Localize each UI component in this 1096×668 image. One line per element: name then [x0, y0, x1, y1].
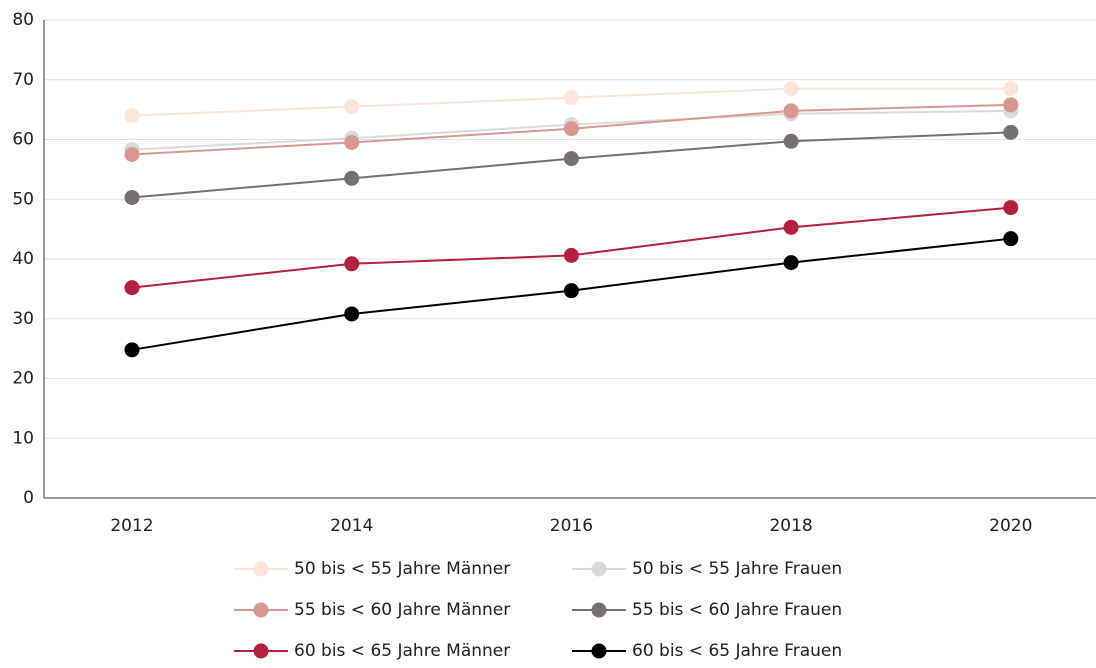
legend-label: 60 bis < 65 Jahre Männer [294, 641, 510, 661]
x-tick-label: 2020 [989, 516, 1032, 536]
data-point [783, 133, 799, 149]
legend-label: 60 bis < 65 Jahre Frauen [632, 641, 842, 661]
data-point [783, 103, 799, 119]
legend-marker [253, 602, 269, 618]
legend-marker [591, 643, 607, 659]
data-point [124, 189, 140, 205]
legend-label: 50 bis < 55 Jahre Frauen [632, 559, 842, 579]
data-point [344, 256, 360, 272]
legend-marker [253, 561, 269, 577]
legend-marker [253, 643, 269, 659]
data-point [563, 283, 579, 299]
data-point [563, 247, 579, 263]
y-tick-label: 80 [12, 10, 34, 30]
data-point [124, 280, 140, 296]
y-tick-label: 60 [12, 130, 34, 150]
data-point [124, 342, 140, 358]
y-tick-label: 10 [12, 428, 34, 448]
data-point [1003, 200, 1019, 216]
data-point [1003, 81, 1019, 97]
data-point [124, 146, 140, 162]
data-point [563, 121, 579, 137]
data-point [344, 306, 360, 322]
legend-marker [591, 602, 607, 618]
data-point [344, 134, 360, 150]
data-point [344, 170, 360, 186]
legend-marker [591, 561, 607, 577]
data-point [783, 255, 799, 271]
data-point [1003, 97, 1019, 113]
legend-label: 55 bis < 60 Jahre Männer [294, 600, 510, 620]
y-tick-label: 40 [12, 249, 34, 269]
data-point [1003, 231, 1019, 247]
data-point [783, 81, 799, 97]
data-point [1003, 124, 1019, 140]
x-tick-label: 2012 [110, 516, 153, 536]
y-tick-label: 0 [23, 488, 34, 508]
legend-label: 55 bis < 60 Jahre Frauen [632, 600, 842, 620]
data-point [563, 90, 579, 106]
x-tick-label: 2016 [550, 516, 593, 536]
data-point [783, 219, 799, 235]
y-tick-label: 30 [12, 309, 34, 329]
data-point [124, 108, 140, 124]
series-line [131, 206, 1011, 289]
y-tick-label: 50 [12, 189, 34, 209]
legend-label: 50 bis < 55 Jahre Männer [294, 559, 510, 579]
data-point [344, 99, 360, 115]
x-tick-label: 2014 [330, 516, 373, 536]
x-tick-label: 2018 [769, 516, 812, 536]
y-tick-label: 70 [12, 70, 34, 90]
y-tick-label: 20 [12, 369, 34, 389]
data-point [563, 151, 579, 167]
